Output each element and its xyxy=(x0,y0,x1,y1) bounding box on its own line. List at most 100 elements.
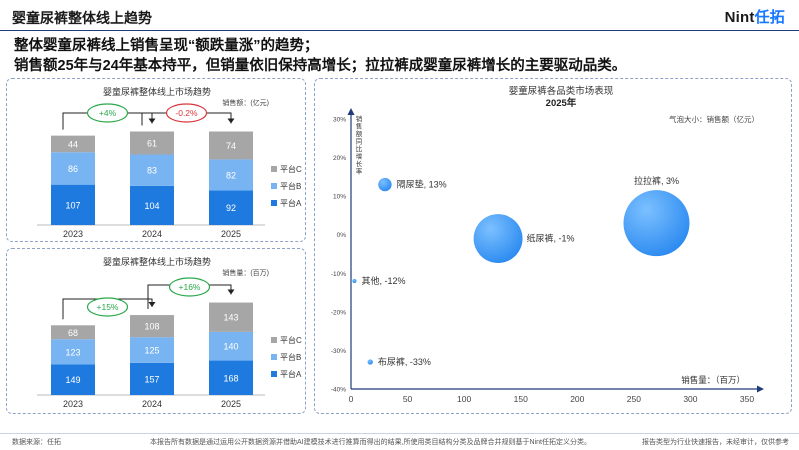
growth-label: -0.2% xyxy=(175,108,198,118)
bar-平台C-2024 xyxy=(130,315,174,338)
headline-line-2: 销售额25年与24年基本持平，但销量依旧保持高增长；拉拉裤成婴童尿裤增长的主要驱… xyxy=(14,58,627,74)
legend-label: 平台A xyxy=(280,369,302,379)
bubble-point xyxy=(367,359,373,365)
legend-swatch xyxy=(271,337,277,343)
legend-label: 平台A xyxy=(280,198,302,208)
growth-label: +15% xyxy=(97,302,119,312)
bar-平台B-2024 xyxy=(130,337,174,363)
data-label: 108 xyxy=(144,322,159,332)
bar-平台A-2025 xyxy=(209,360,253,395)
bar-平台C-2025 xyxy=(209,302,253,332)
bubble-point xyxy=(352,278,357,284)
x-tick-label: 0 xyxy=(349,394,354,404)
size-note: 气泡大小：销售额（亿元） xyxy=(669,114,759,124)
y-axis-label-char: 销 xyxy=(356,114,363,123)
bubble-label: 布尿裤, -33% xyxy=(378,356,431,367)
y-axis-label-char: 额 xyxy=(356,129,363,138)
legend-swatch xyxy=(271,354,277,360)
y-axis-label-char: 增 xyxy=(356,152,363,161)
legend-label: 平台B xyxy=(280,352,301,362)
x-tick-label: 200 xyxy=(570,394,584,404)
bar-平台C-2023 xyxy=(51,135,95,153)
x-axis-arrow xyxy=(757,385,764,393)
growth-badge xyxy=(168,277,211,297)
x-tick-label: 2025 xyxy=(221,229,241,239)
growth-badge xyxy=(86,103,129,123)
data-label: 123 xyxy=(65,347,80,357)
growth-label: +4% xyxy=(99,108,117,118)
legend-swatch xyxy=(271,166,277,172)
data-label: 68 xyxy=(68,328,78,338)
x-tick-label: 2024 xyxy=(142,399,162,409)
data-label: 61 xyxy=(147,138,157,148)
headline: 整体婴童尿裤线上销售呈现“额跌量涨”的趋势； 销售额25年与24年基本持平，但销… xyxy=(14,36,626,76)
y-axis-arrow xyxy=(347,108,355,115)
bubble-label: 纸尿裤, -1% xyxy=(527,233,575,244)
legend-label: 平台C xyxy=(280,164,302,174)
growth-badge xyxy=(165,103,208,123)
x-tick-label: 100 xyxy=(457,394,471,404)
y-tick-label: 30% xyxy=(333,117,346,124)
growth-label: +16% xyxy=(179,282,201,292)
bar-平台C-2024 xyxy=(130,131,174,155)
legend-swatch xyxy=(271,371,277,377)
legend-label: 平台C xyxy=(280,335,302,345)
data-label: 86 xyxy=(68,164,78,174)
x-tick-label: 300 xyxy=(683,394,697,404)
data-label: 125 xyxy=(144,346,159,356)
y-tick-label: -40% xyxy=(331,387,346,394)
brand-accent: 任拓 xyxy=(754,9,785,26)
headline-line-1: 整体婴童尿裤线上销售呈现“额跌量涨”的趋势； xyxy=(14,38,319,54)
y-tick-label: -20% xyxy=(331,309,346,316)
x-tick-label: 2024 xyxy=(142,229,162,239)
y-tick-label: 10% xyxy=(333,194,346,201)
x-tick-label: 350 xyxy=(740,394,754,404)
data-label: 157 xyxy=(144,374,159,384)
chart-title: 婴童尿裤各品类市场表现 xyxy=(509,85,614,97)
unit-note: 销售额：(亿元) xyxy=(222,98,269,107)
data-label: 143 xyxy=(223,313,238,323)
footer-divider xyxy=(0,433,799,434)
data-label: 44 xyxy=(68,139,78,149)
chart-subtitle: 2025年 xyxy=(546,97,577,109)
bubble-point xyxy=(378,177,392,192)
data-label: 140 xyxy=(223,342,238,352)
bar-平台B-2023 xyxy=(51,339,95,365)
data-label: 104 xyxy=(144,201,159,211)
page-title: 婴童尿裤整体线上趋势 xyxy=(12,10,152,26)
x-tick-label: 2023 xyxy=(63,399,83,409)
bar-平台A-2024 xyxy=(130,362,174,395)
x-axis-label: 销售量：（百万） xyxy=(681,375,745,385)
data-label: 83 xyxy=(147,166,157,176)
bubble-label: 拉拉裤, 3% xyxy=(634,175,679,186)
x-tick-label: 50 xyxy=(403,394,413,404)
y-axis-label-char: 比 xyxy=(356,144,363,153)
data-label: 82 xyxy=(226,170,236,180)
data-label: 92 xyxy=(226,203,236,213)
y-tick-label: 0% xyxy=(337,232,347,239)
bar-平台B-2023 xyxy=(51,152,95,185)
growth-arrowhead xyxy=(148,118,156,124)
x-tick-label: 2023 xyxy=(63,229,83,239)
data-label: 107 xyxy=(65,200,80,210)
bubble-point xyxy=(623,190,690,257)
data-label: 149 xyxy=(65,375,80,385)
category-bubble-panel: 婴童尿裤各品类市场表现 2025年 气泡大小：销售额（亿元） 30% 20% 10% 0% -… xyxy=(314,78,792,414)
growth-badge xyxy=(86,297,129,317)
growth-arrowhead xyxy=(148,302,156,308)
data-label: 168 xyxy=(223,373,238,383)
growth-arrowhead xyxy=(227,118,235,124)
y-axis-label-char: 同 xyxy=(356,138,363,146)
bar-平台C-2025 xyxy=(209,131,253,160)
sales-value-panel: 婴童尿裤整体线上市场趋势 销售额：(亿元) 107 86 44 2023 104 83 61 20… xyxy=(6,78,306,242)
x-tick-label: 250 xyxy=(627,394,641,404)
y-tick-label: -30% xyxy=(331,348,346,355)
y-tick-label: -10% xyxy=(331,271,346,278)
growth-arrowhead xyxy=(227,289,235,295)
data-label: 74 xyxy=(226,141,236,151)
x-tick-label: 150 xyxy=(514,394,528,404)
sales-volume-panel: 婴童尿裤整体线上市场趋势 销售量：(百万) 149 123 68 2023 157 125 10… xyxy=(6,248,306,414)
